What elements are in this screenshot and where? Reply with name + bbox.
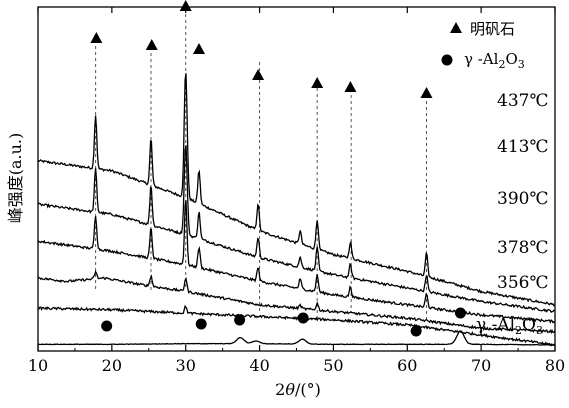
reference-lines-group [95,14,427,322]
x-tick-label: 80 [545,356,565,375]
alunite-marker [193,43,206,54]
x-tick-label: 50 [323,356,343,375]
x-tick-label: 70 [471,356,491,375]
x-tick-label: 30 [176,356,196,375]
xrd-curve [37,304,556,347]
alunite-marker [252,69,265,80]
xrd-curve [37,145,556,313]
legend-subscript: 2 [498,58,505,71]
gamma-al2o3-marker [297,312,309,324]
alunite-marker [90,32,103,43]
series-label-gamma: γ -Al2O3 [476,315,543,337]
x-axis-label-unit: /(°) [295,380,321,399]
peak-markers-group [90,0,466,337]
x-tick-label: 40 [249,356,269,375]
series-label: 413℃ [497,137,548,157]
gamma-al2o3-marker [101,320,113,332]
alunite-marker [145,39,158,50]
legend-label-gamma: γ -Al2O3 [464,50,525,71]
x-axis-label: 2θ/(°) [275,380,321,399]
legend-subscript: 3 [518,58,525,71]
gamma-al2o3-marker [234,314,246,326]
x-tick-label: 60 [397,356,417,375]
legend-part: γ -Al [464,50,499,68]
gamma-al2o3-marker [195,318,207,330]
xrd-curve [37,73,556,307]
alunite-marker [420,87,433,98]
legend: 明矾石 γ -Al2O3 [441,20,525,71]
label-part: γ -Al [476,315,515,335]
series-label: 378℃ [497,238,548,258]
legend-circle-icon [441,54,453,66]
xrd-curve [37,200,556,324]
x-tick-label: 20 [102,356,122,375]
series-group [37,73,556,347]
alunite-marker [311,77,324,88]
series-label: 437℃ [497,91,548,111]
label-subscript: 3 [536,324,543,337]
series-labels-group: 437℃ 413℃ 390℃ 378℃ 356℃ γ -Al2O3 [476,91,548,337]
xrd-curve [37,330,555,346]
x-tick-label: 10 [28,356,48,375]
y-axis-label: 峰强度(a.u.) [6,133,25,224]
series-label: 356℃ [497,273,548,293]
legend-triangle-icon [450,22,462,33]
alunite-marker [179,0,192,11]
gamma-al2o3-marker [454,307,466,319]
x-axis-label-prefix: 2 [275,380,285,399]
x-axis-ticks-group: 10 20 30 40 50 60 70 80 [28,7,565,375]
legend-label-alunite: 明矾石 [470,20,515,38]
alunite-marker [344,81,357,92]
series-label: 390℃ [497,189,548,209]
gamma-al2o3-marker [410,325,422,337]
label-part: O [522,315,536,335]
label-subscript: 2 [515,324,522,337]
legend-part: O [505,50,517,68]
x-axis-label-theta: θ [285,380,295,399]
xrd-curve [37,270,556,335]
